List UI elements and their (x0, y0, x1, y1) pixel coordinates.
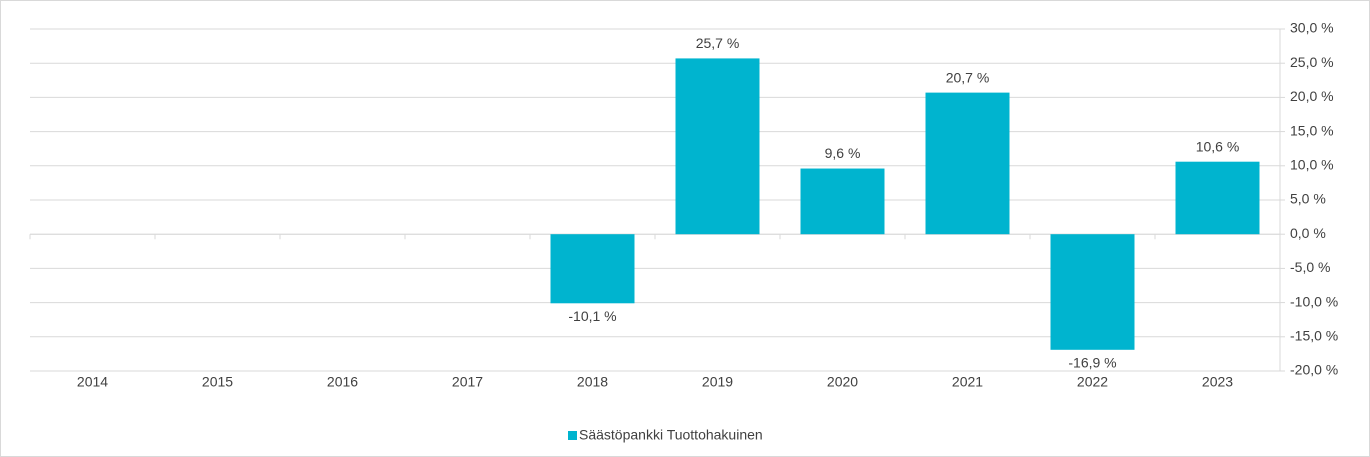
x-tick-label: 2018 (577, 374, 608, 390)
x-tick-label: 2023 (1202, 374, 1233, 390)
bar (1175, 161, 1260, 235)
y-tick-label: -10,0 % (1290, 293, 1338, 309)
y-tick-label: 30,0 % (1290, 20, 1334, 36)
data-label: -10,1 % (568, 308, 616, 324)
x-tick-label: 2019 (702, 374, 733, 390)
y-tick-label: -20,0 % (1290, 362, 1338, 378)
x-tick-label: 2017 (452, 374, 483, 390)
data-label: 10,6 % (1196, 138, 1240, 154)
y-tick-label: 15,0 % (1290, 122, 1334, 138)
y-tick-label: 25,0 % (1290, 54, 1334, 70)
data-label: -16,9 % (1068, 354, 1116, 370)
x-tick-label: 2021 (952, 374, 983, 390)
legend-swatch (568, 431, 577, 440)
y-tick-label: -15,0 % (1290, 328, 1338, 344)
y-tick-label: 20,0 % (1290, 88, 1334, 104)
data-label: 9,6 % (825, 145, 861, 161)
x-tick-label: 2022 (1077, 374, 1108, 390)
y-tick-label: 10,0 % (1290, 157, 1334, 173)
bar (800, 168, 885, 235)
x-tick-label: 2016 (327, 374, 358, 390)
bar (675, 58, 760, 235)
data-label: 20,7 % (946, 69, 990, 85)
x-tick-label: 2015 (202, 374, 233, 390)
x-tick-label: 2014 (77, 374, 108, 390)
data-label: 25,7 % (696, 35, 740, 51)
x-tick-label: 2020 (827, 374, 858, 390)
bar (925, 92, 1010, 235)
legend-label: Säästöpankki Tuottohakuinen (579, 427, 763, 443)
bar (1050, 234, 1135, 350)
y-tick-label: -5,0 % (1290, 259, 1330, 275)
y-tick-label: 0,0 % (1290, 225, 1326, 241)
bar (550, 234, 635, 304)
y-tick-label: 5,0 % (1290, 191, 1326, 207)
